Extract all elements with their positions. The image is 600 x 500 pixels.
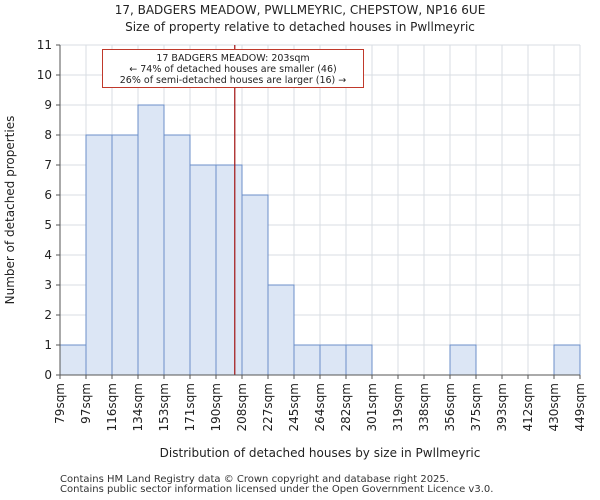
- x-tick-label: 338sqm: [417, 383, 431, 431]
- y-tick-label: 0: [44, 368, 52, 382]
- histogram-bar: [319, 344, 347, 376]
- histogram-bar: [293, 344, 321, 376]
- annotation-line-3: 26% of semi-detached houses are larger (…: [119, 75, 347, 86]
- chart-title-line1: 17, BADGERS MEADOW, PWLLMEYRIC, CHEPSTOW…: [114, 3, 486, 17]
- histogram-bar: [267, 284, 295, 376]
- x-tick-label: 264sqm: [313, 383, 327, 431]
- x-tick-label: 227sqm: [261, 383, 275, 431]
- histogram-bar: [241, 194, 269, 376]
- y-tick-label: 5: [44, 218, 52, 232]
- x-tick-label: 153sqm: [157, 383, 171, 431]
- x-tick-label: 430sqm: [547, 383, 561, 431]
- y-tick-label: 1: [44, 338, 52, 352]
- x-tick-label: 208sqm: [235, 383, 249, 431]
- x-tick-label: 301sqm: [365, 383, 379, 431]
- histogram-bar: [345, 344, 373, 376]
- x-tick-label: 412sqm: [521, 383, 535, 431]
- histogram-bar: [553, 344, 581, 376]
- y-tick-label: 8: [44, 128, 52, 142]
- x-tick-label: 190sqm: [209, 383, 223, 431]
- histogram-bar: [215, 164, 243, 376]
- y-tick-label: 11: [37, 38, 52, 52]
- y-axis-title: Number of detached properties: [3, 116, 17, 305]
- histogram-bar: [137, 104, 165, 376]
- histogram-bar: [163, 134, 191, 376]
- x-tick-label: 97sqm: [79, 383, 93, 424]
- x-tick-label: 375sqm: [469, 383, 483, 431]
- x-tick-label: 171sqm: [183, 383, 197, 431]
- annotation-line-2: ← 74% of detached houses are smaller (46…: [129, 64, 337, 75]
- chart-title-line2: Size of property relative to detached ho…: [125, 20, 475, 34]
- annotation-line-1: 17 BADGERS MEADOW: 203sqm: [156, 53, 310, 64]
- x-tick-label: 116sqm: [105, 383, 119, 431]
- x-tick-label: 319sqm: [391, 383, 405, 431]
- y-tick-label: 2: [44, 308, 52, 322]
- histogram-bar: [111, 134, 139, 376]
- property-annotation-box: 17 BADGERS MEADOW: 203sqm ← 74% of detac…: [102, 49, 364, 88]
- y-tick-label: 10: [37, 68, 52, 82]
- y-tick-label: 7: [44, 158, 52, 172]
- y-tick-label: 6: [44, 188, 52, 202]
- histogram-bar: [85, 134, 113, 376]
- x-tick-label: 449sqm: [573, 383, 587, 431]
- x-tick-label: 245sqm: [287, 383, 301, 431]
- x-tick-label: 356sqm: [443, 383, 457, 431]
- footer-line2: Contains public sector information licen…: [60, 484, 494, 495]
- histogram-bar: [189, 164, 217, 376]
- histogram-bar: [449, 344, 477, 376]
- y-tick-label: 9: [44, 98, 52, 112]
- histogram-bar: [59, 344, 87, 376]
- x-tick-label: 79sqm: [53, 383, 67, 424]
- x-axis-title: Distribution of detached houses by size …: [160, 446, 481, 460]
- x-tick-label: 282sqm: [339, 383, 353, 431]
- footer-line1: Contains HM Land Registry data © Crown c…: [60, 474, 449, 485]
- y-tick-label: 3: [44, 278, 52, 292]
- x-tick-label: 393sqm: [495, 383, 509, 431]
- x-tick-label: 134sqm: [131, 383, 145, 431]
- y-tick-label: 4: [44, 248, 52, 262]
